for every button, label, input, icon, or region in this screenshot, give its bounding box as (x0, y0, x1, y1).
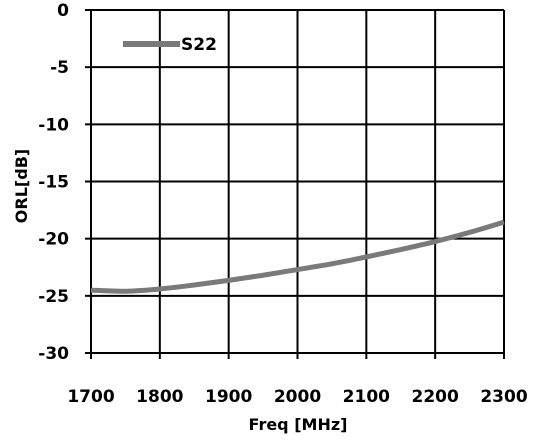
y-tick-label: -25 (38, 287, 69, 307)
series-group (90, 219, 505, 294)
legend: S22 (123, 35, 217, 55)
y-tick-label: -10 (38, 115, 69, 135)
series-line-s22 (90, 219, 505, 294)
x-tick-label: 1700 (67, 387, 114, 407)
legend-label-s22: S22 (181, 35, 217, 55)
x-tick-label: 2300 (480, 387, 527, 407)
y-tick-label: -5 (50, 58, 69, 78)
x-tick-label: 1900 (205, 387, 252, 407)
x-tick-label: 2200 (412, 387, 459, 407)
y-tick-label: -30 (38, 344, 69, 364)
x-tick-label: 2000 (274, 387, 321, 407)
x-tick-label: 1800 (136, 387, 183, 407)
y-tick-label: 0 (57, 1, 69, 21)
x-tick-label: 2100 (343, 387, 390, 407)
tick-labels: 1700 1800 1900 2000 2100 2200 2300 0 -5 -10 -15 -20… (38, 1, 528, 407)
y-axis-label: ORL[dB] (12, 149, 31, 223)
y-tick-label: -15 (38, 173, 69, 193)
grid (85, 9, 505, 359)
y-tick-label: -20 (38, 230, 69, 250)
x-axis-label: Freq [MHz] (249, 415, 348, 434)
